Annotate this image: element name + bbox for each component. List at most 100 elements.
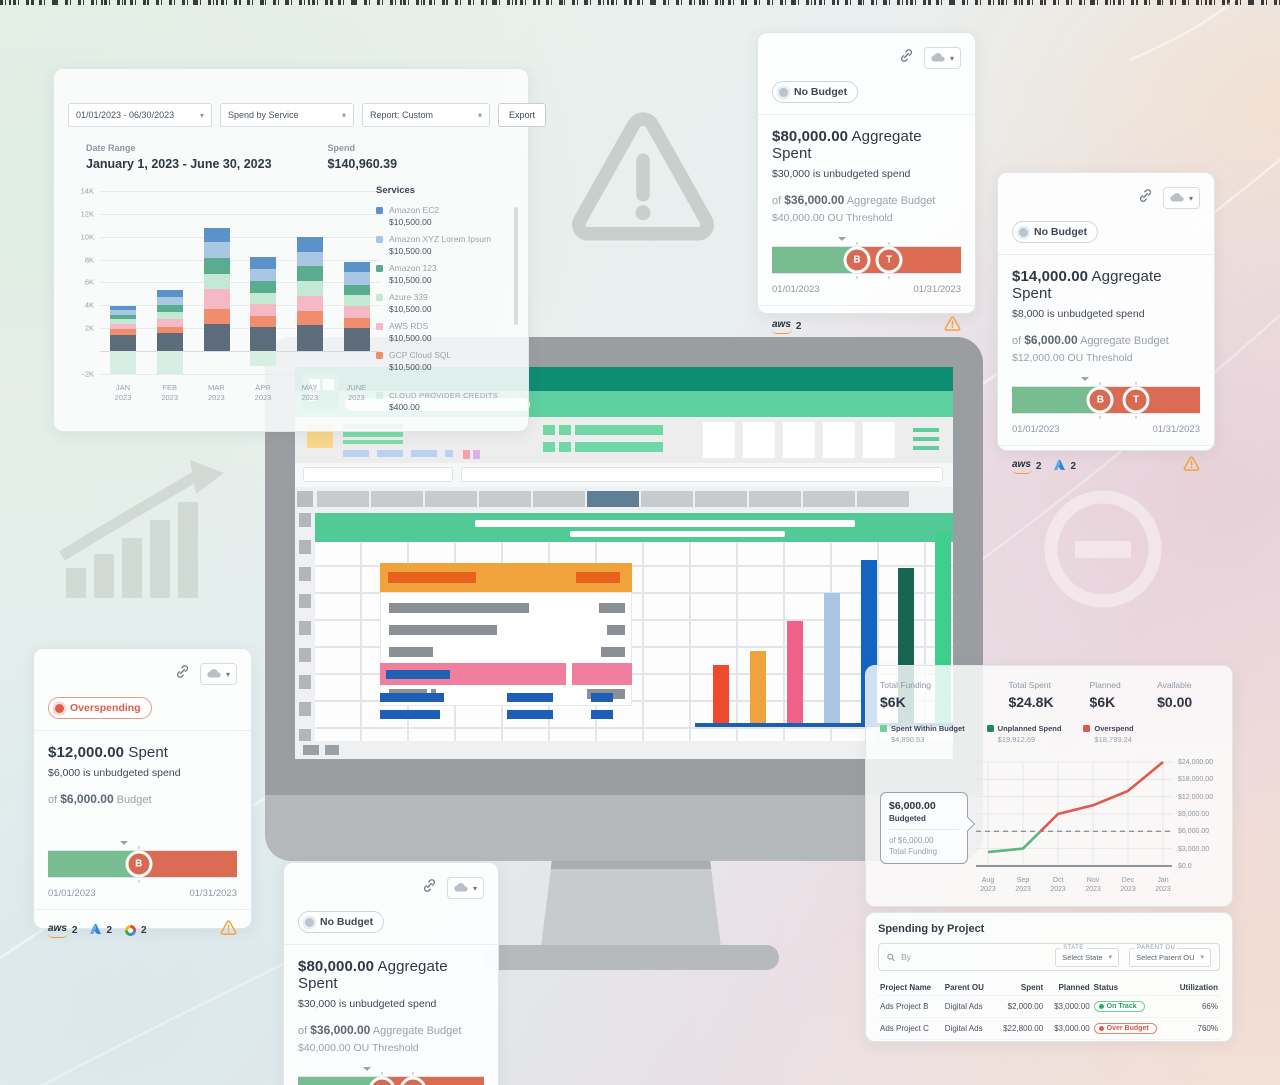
cloud-provider-select[interactable]: ▾ xyxy=(923,47,961,69)
bar-segment xyxy=(157,297,183,306)
legend-service-name: GCP Cloud SQL xyxy=(389,350,452,360)
tooltip-amount: $6,000.00 xyxy=(889,800,936,812)
table-row: Ads Project B Digital Ads $2,000.00 $3,000.… xyxy=(878,995,1220,1018)
link-icon[interactable] xyxy=(1138,188,1153,208)
legend-value: $18,799.24 xyxy=(1094,735,1132,744)
state-select[interactable]: STATE Select State ▾ xyxy=(1055,944,1120,967)
spent-cell: $22,800.00 xyxy=(993,1017,1046,1040)
stat-label: Available xyxy=(1157,680,1192,690)
date-range-select[interactable]: 01/01/2023 - 06/30/2023 ▾ xyxy=(68,103,212,127)
card-title: Spending by Project xyxy=(878,923,985,935)
chevron-down-icon: ▾ xyxy=(225,669,230,679)
legend-swatch xyxy=(376,351,383,359)
bar-segment xyxy=(110,315,137,319)
monitor-stand-neck xyxy=(541,861,721,947)
status-badge-label: No Budget xyxy=(1034,226,1088,238)
bar-segment xyxy=(203,289,230,309)
stat-label: Total Funding xyxy=(880,680,932,690)
link-icon[interactable] xyxy=(422,878,437,898)
screen-chart-bar xyxy=(750,651,766,723)
sheet-tabs xyxy=(303,745,341,755)
bar-segment xyxy=(297,324,323,351)
monitor-stand-base xyxy=(483,945,779,970)
x-axis-tick-label: Nov 2023 xyxy=(1085,877,1101,894)
legend-value: $19,912.69 xyxy=(997,735,1036,744)
budget-line: of $36,000.00 Aggregate Budget xyxy=(772,193,936,207)
y-axis-tick-label: $9,000.00 xyxy=(1178,810,1210,818)
trending-up-chart-watermark xyxy=(58,460,228,610)
status-cell: On Track xyxy=(1091,995,1171,1018)
link-icon[interactable] xyxy=(899,48,914,68)
report-type-select[interactable]: Spend by Service ▾ xyxy=(220,103,354,127)
stat-value: $24.8K xyxy=(1008,694,1054,710)
legend-scrollbar[interactable] xyxy=(514,207,518,325)
cloud-provider-select[interactable]: ▾ xyxy=(1162,187,1200,209)
chevron-down-icon: ▾ xyxy=(1200,953,1204,961)
link-icon[interactable] xyxy=(175,664,190,684)
project-name-link[interactable]: Ads Project C xyxy=(878,1017,943,1040)
period-end-date: 01/31/2023 xyxy=(1152,424,1200,435)
budget-line: of $6,000.00 Budget xyxy=(48,792,152,806)
funding-legend: Spent Within Budget $4,890.53 Unplanned Sp… xyxy=(880,724,1218,744)
bar-segment xyxy=(343,272,370,285)
overspend-warning-icon xyxy=(220,920,237,940)
projects-table: Project Name Parent OU Spent Planned Status U… xyxy=(878,980,1220,1040)
project-name-link[interactable]: Ads Project B xyxy=(878,995,943,1018)
chevron-down-icon: ▾ xyxy=(341,110,346,120)
stat-value: $0.00 xyxy=(1157,694,1193,710)
budget-line: of $36,000.00 Aggregate Budget xyxy=(298,1023,462,1037)
blue-bars-row xyxy=(380,710,720,719)
period-dates: 01/01/2023 01/31/2023 xyxy=(48,888,237,899)
credit-bar-segment xyxy=(250,351,277,366)
report-preset-select[interactable]: Report: Custom ▾ xyxy=(362,103,490,127)
pink-cell xyxy=(572,663,632,685)
spent-amount: $80,000.00 xyxy=(298,958,375,975)
column-header-cell xyxy=(749,491,801,507)
cloud-provider-select[interactable]: ▾ xyxy=(199,663,237,685)
spend-label: Spend xyxy=(327,143,356,153)
legend-swatch xyxy=(376,322,383,330)
legend-title: Services xyxy=(376,185,416,196)
bar-segment xyxy=(250,315,277,327)
cloud-provider-select[interactable]: ▾ xyxy=(446,877,484,899)
threshold-note: $40,000.00 OU Threshold xyxy=(298,1042,419,1054)
x-axis-tick-label: Jan 2023 xyxy=(1155,877,1171,894)
bar-segment xyxy=(203,274,230,290)
state-select-value: Select State xyxy=(1062,952,1103,962)
report-type-value: Spend by Service xyxy=(228,110,299,120)
parent-ou-link[interactable]: Digital Ads xyxy=(942,995,994,1018)
bar-segment xyxy=(297,266,323,282)
divider xyxy=(34,730,251,731)
spent-amount-suffix: Spent xyxy=(128,744,169,761)
progress-track xyxy=(298,1077,484,1085)
export-button[interactable]: Export xyxy=(498,103,546,127)
formula-bar xyxy=(295,463,953,487)
funding-legend-item: Spent Within Budget $4,890.53 xyxy=(880,724,965,744)
bar-segment xyxy=(157,332,183,351)
status-pill-label: Over Budget xyxy=(1106,1025,1149,1032)
budget-marker-b: B xyxy=(125,850,153,878)
bar-segment xyxy=(343,328,370,351)
spent-amount-line: $14,000.00 Aggregate Spent xyxy=(1012,268,1200,302)
column-header-cell xyxy=(425,491,477,507)
legend-item: Azure 339 $10,500.00 xyxy=(376,292,518,314)
legend-swatch xyxy=(986,725,994,732)
parent-ou-link[interactable]: Digital Ads xyxy=(942,1017,994,1040)
project-search-input[interactable] xyxy=(899,951,1046,963)
table-column-header: Parent OU xyxy=(942,980,994,996)
parent-ou-select[interactable]: PARENT OU Select Parent OU ▾ xyxy=(1129,944,1211,967)
table-column-header: Project Name xyxy=(878,980,943,996)
funding-stat: Total Funding $6K xyxy=(880,680,1008,710)
legend-item: GCP Cloud SQL $10,500.00 xyxy=(376,350,518,372)
column-header-cell xyxy=(317,491,369,507)
budget-line: of $6,000.00 Aggregate Budget xyxy=(1012,333,1169,347)
x-axis-month-label: JUNE 2023 xyxy=(346,383,367,403)
column-headers xyxy=(297,491,953,507)
state-select-label: STATE xyxy=(1061,944,1086,951)
column-header-cell xyxy=(695,491,747,507)
table-row: Ads Project C Digital Ads $22,800.00 $3,000… xyxy=(878,1017,1220,1040)
provider-aws-icon: aws xyxy=(1012,459,1032,474)
legend-item: AWS RDS $10,500.00 xyxy=(376,321,518,343)
